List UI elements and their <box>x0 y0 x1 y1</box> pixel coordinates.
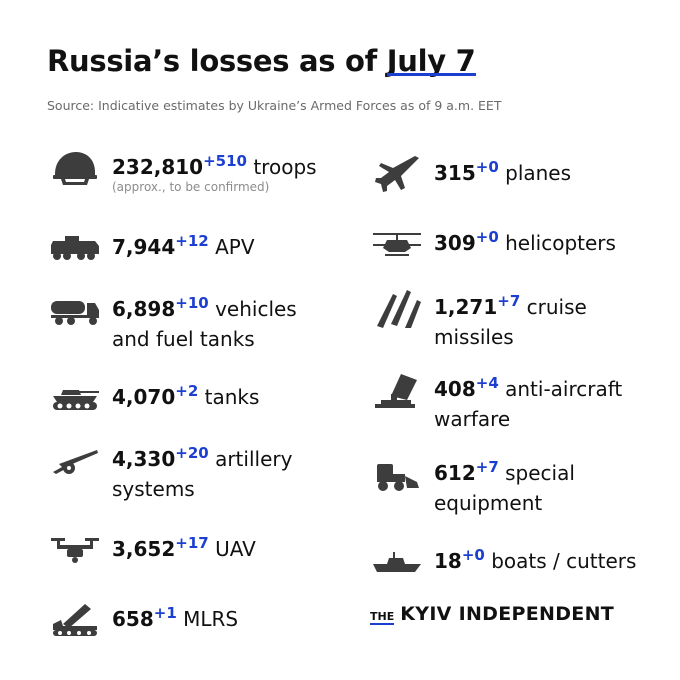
artillery-label: artillery <box>215 447 293 471</box>
anti-aircraft-label-line2: warfare <box>434 407 511 431</box>
stat-helicopters: 309+0 helicopters <box>370 222 616 266</box>
apv-icon <box>48 226 102 270</box>
apv-delta: +12 <box>175 232 209 250</box>
missiles-label-line2: missiles <box>434 325 514 349</box>
stat-mlrs: 658+1 MLRS <box>48 598 238 642</box>
tanks-delta: +2 <box>175 382 199 400</box>
loader-icon <box>370 452 424 496</box>
boats-label: boats / cutters <box>491 549 637 573</box>
vehicles-value: 6,898 <box>112 297 176 321</box>
boat-icon <box>370 540 424 584</box>
helicopters-delta: +0 <box>475 228 499 246</box>
stat-uav: 3,652+17 UAV <box>48 528 256 572</box>
planes-delta: +0 <box>475 158 499 176</box>
anti-aircraft-icon <box>370 368 424 412</box>
mlrs-label: MLRS <box>183 607 239 631</box>
vehicles-label-line2: and fuel tanks <box>112 327 255 351</box>
stat-anti-aircraft: 408+4 anti-aircraft warfare <box>370 368 622 434</box>
tank-icon <box>48 376 102 420</box>
mlrs-delta: +1 <box>153 604 177 622</box>
boats-value: 18 <box>434 549 462 573</box>
artillery-value: 4,330 <box>112 447 176 471</box>
anti-aircraft-label: anti-aircraft <box>505 377 623 401</box>
kyiv-independent-logo: THE KYIV INDEPENDENT <box>370 603 614 625</box>
missiles-value: 1,271 <box>434 295 498 319</box>
drone-icon <box>48 528 102 572</box>
stat-missiles: 1,271+7 cruise missiles <box>370 286 587 352</box>
plane-icon <box>370 152 424 196</box>
artillery-label-line2: systems <box>112 477 195 501</box>
source-note: Source: Indicative estimates by Ukraine’… <box>47 98 502 113</box>
title-mid: as of <box>289 44 387 78</box>
stat-boats: 18+0 boats / cutters <box>370 540 636 584</box>
troops-delta: +510 <box>203 152 247 170</box>
helmet-icon <box>48 146 102 190</box>
page-title: Russia’s losses as of July 7 <box>47 44 476 78</box>
stat-troops: 232,810+510 troops (approx., to be confir… <box>48 146 317 194</box>
stat-apv: 7,944+12 APV <box>48 226 255 270</box>
special-label: special <box>505 461 575 485</box>
uav-value: 3,652 <box>112 537 176 561</box>
boats-delta: +0 <box>461 546 485 564</box>
missiles-delta: +7 <box>497 292 521 310</box>
title-prefix: Russia’s losses <box>47 44 290 78</box>
planes-value: 315 <box>434 161 476 185</box>
helicopter-icon <box>370 222 424 266</box>
vehicles-delta: +10 <box>175 294 209 312</box>
tanks-label: tanks <box>204 385 260 409</box>
missiles-label: cruise <box>526 295 587 319</box>
troops-value: 232,810 <box>112 155 204 179</box>
vehicles-label: vehicles <box>215 297 297 321</box>
stat-planes: 315+0 planes <box>370 152 571 196</box>
helicopters-label: helicopters <box>505 231 616 255</box>
planes-label: planes <box>505 161 572 185</box>
logo-name: KYIV INDEPENDENT <box>400 603 615 625</box>
anti-aircraft-value: 408 <box>434 377 476 401</box>
title-date: July 7 <box>386 44 476 78</box>
apv-label: APV <box>215 235 255 259</box>
troops-label: troops <box>253 155 317 179</box>
fuel-truck-icon <box>48 288 102 332</box>
special-value: 612 <box>434 461 476 485</box>
helicopters-value: 309 <box>434 231 476 255</box>
missile-icon <box>370 286 424 330</box>
mlrs-icon <box>48 598 102 642</box>
stat-artillery: 4,330+20 artillery systems <box>48 438 292 504</box>
artillery-icon <box>48 438 102 482</box>
uav-label: UAV <box>215 537 256 561</box>
mlrs-value: 658 <box>112 607 154 631</box>
special-label-line2: equipment <box>434 491 543 515</box>
artillery-delta: +20 <box>175 444 209 462</box>
special-delta: +7 <box>475 458 499 476</box>
troops-subnote: (approx., to be confirmed) <box>112 180 270 194</box>
stat-vehicles: 6,898+10 vehicles and fuel tanks <box>48 288 297 354</box>
stat-tanks: 4,070+2 tanks <box>48 376 259 420</box>
tanks-value: 4,070 <box>112 385 176 409</box>
uav-delta: +17 <box>175 534 209 552</box>
anti-aircraft-delta: +4 <box>475 374 499 392</box>
apv-value: 7,944 <box>112 235 176 259</box>
logo-the: THE <box>370 610 395 625</box>
stat-special-equipment: 612+7 special equipment <box>370 452 575 518</box>
